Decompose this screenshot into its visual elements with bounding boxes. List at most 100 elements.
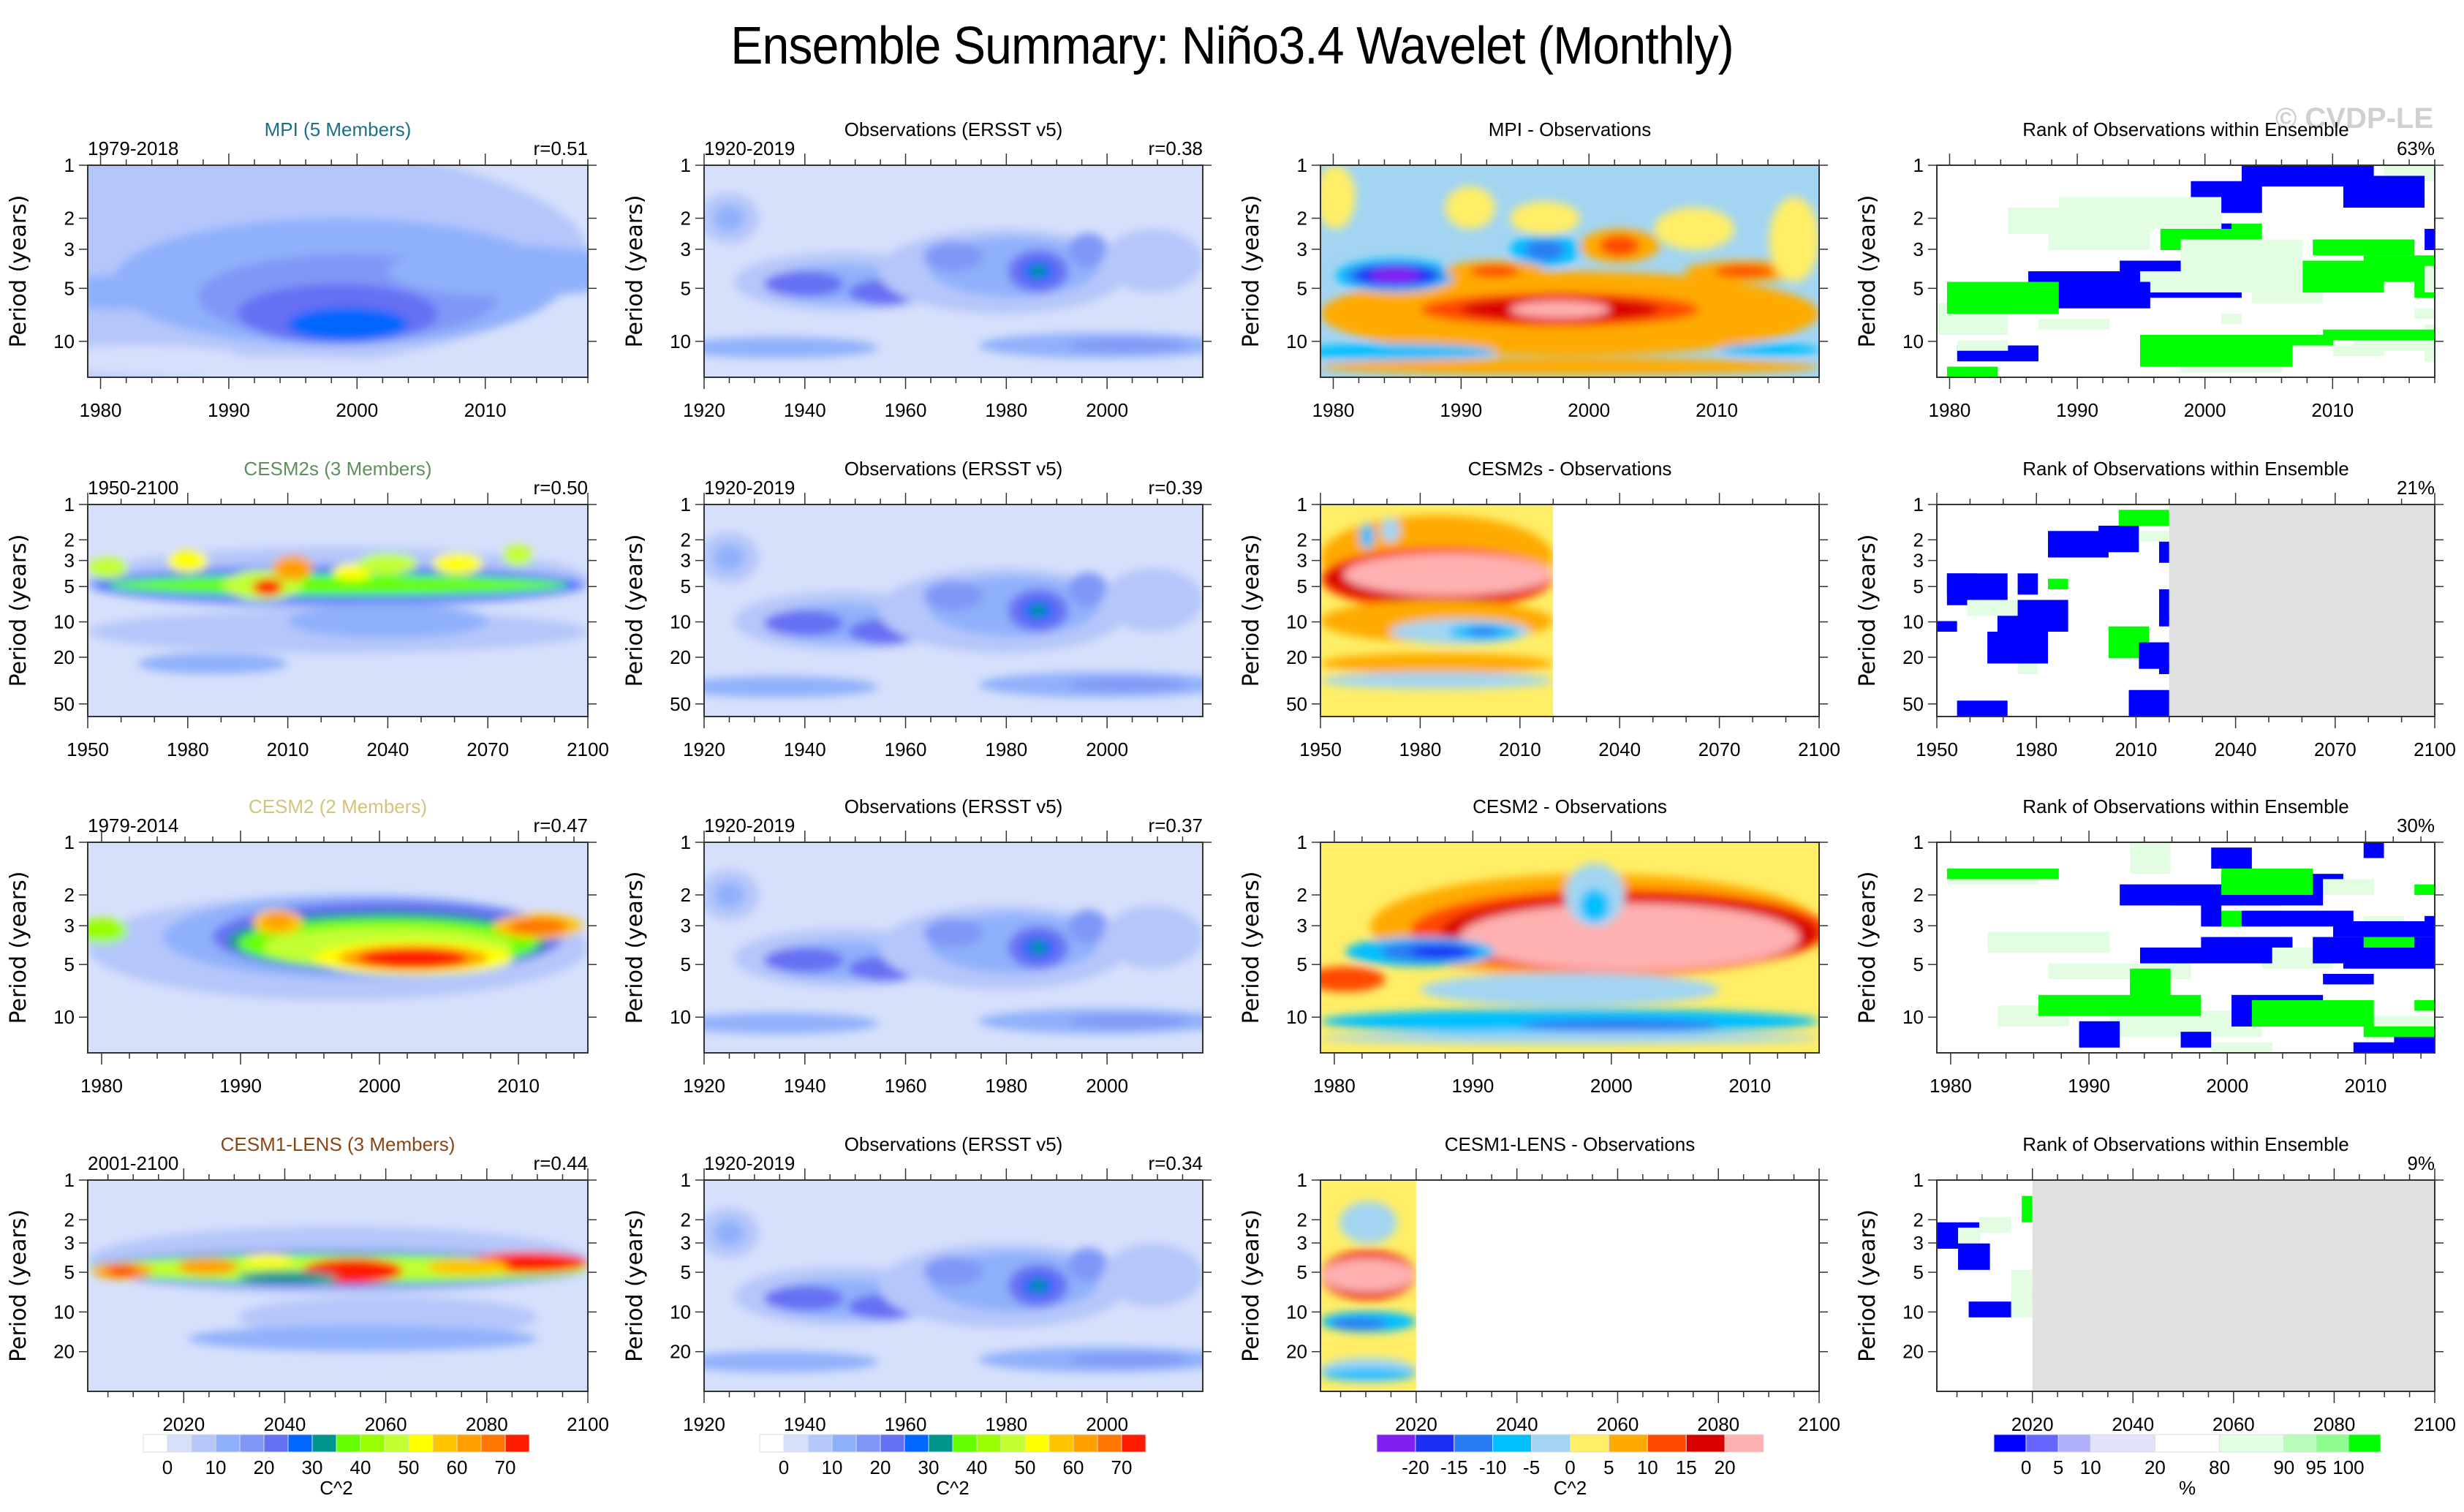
contour-region — [88, 275, 188, 310]
rank-cell — [2363, 1027, 2435, 1037]
x-tick-label: 1960 — [885, 1413, 927, 1435]
y-tick-label: 2 — [1297, 884, 1307, 906]
colorbar-box — [1121, 1434, 1146, 1453]
heatmap-field — [88, 1180, 588, 1391]
panel-title: CESM2s (3 Members) — [243, 458, 431, 480]
contour-region — [252, 578, 283, 596]
colorbar-units: C^2 — [1554, 1477, 1587, 1499]
contour-region — [1370, 267, 1421, 284]
y-tick-label: 2 — [681, 1209, 691, 1231]
y-tick-label: 3 — [681, 238, 691, 260]
x-tick-label: 2080 — [2313, 1413, 2356, 1435]
rank-cell — [1979, 1217, 2011, 1233]
y-tick-label: 3 — [64, 550, 75, 572]
x-tick-label: 1940 — [784, 1075, 826, 1097]
rank-cell — [2158, 541, 2169, 563]
rank-cell — [1958, 1243, 1990, 1270]
colorbar-box — [831, 1434, 857, 1453]
plot-frame — [703, 842, 1203, 1054]
colorbar-tick-label: -20 — [1402, 1456, 1429, 1478]
panel-2-0: 1980 1990 2000 2010 1 2 3 5 10 Period (years) CESM… — [6, 795, 597, 1097]
contour-region — [1599, 235, 1640, 257]
contour-region — [1459, 903, 1799, 971]
plot-frame — [87, 842, 589, 1054]
x-tick-label: 2100 — [2414, 738, 2456, 760]
panel-3-2: 2020 2040 2060 2080 2100 1 23 5 10 20 Period (year… — [1239, 1133, 1840, 1435]
y-axis-label: Period (years) — [622, 194, 648, 347]
x-tick-label: 1980 — [167, 738, 209, 760]
contour-region — [1030, 941, 1046, 954]
colorbar-box — [952, 1434, 978, 1453]
x-tick-label: 2000 — [2206, 1075, 2248, 1097]
contour-region — [763, 1285, 844, 1312]
colorbar-box — [287, 1434, 313, 1453]
x-tick-label: 1920 — [683, 399, 725, 421]
contour-region — [243, 1254, 293, 1267]
contour-region — [1320, 1258, 1416, 1293]
panel-2-2: 1980 1990 2000 2010 1 2 3 5 10 Period (years) CESM… — [1239, 795, 1828, 1097]
heatmap-field — [88, 504, 588, 717]
contour-region — [1510, 300, 1610, 318]
colorbar-box — [2316, 1434, 2349, 1453]
contour-region — [137, 653, 288, 674]
x-tick-label: 2020 — [2011, 1413, 2054, 1435]
y-tick-label: 2 — [1297, 208, 1307, 230]
rank-cell — [2251, 1000, 2374, 1027]
rank-cell — [2038, 994, 2202, 1016]
contour-region — [923, 1256, 983, 1286]
y-tick-label: 5 — [1297, 953, 1307, 975]
colorbar-tick-label: 40 — [967, 1456, 988, 1478]
y-tick-label: 2 — [681, 529, 691, 551]
rank-cell — [1967, 600, 2018, 616]
colorbar-rank: 0 5 10 20 80 90 95 100% — [1993, 1434, 2381, 1499]
contour-region — [1067, 678, 1188, 692]
colorbar-units: C^2 — [936, 1477, 969, 1499]
x-tick-label: 1980 — [80, 1075, 123, 1097]
y-tick-label: 1 — [681, 1169, 691, 1191]
x-tick-label: 2000 — [1086, 738, 1128, 760]
y-tick-label: 3 — [1297, 238, 1307, 260]
rank-cell — [2353, 1042, 2435, 1053]
contour-region — [1380, 517, 1400, 543]
colorbar-box — [1608, 1434, 1648, 1453]
contour-region — [704, 1351, 879, 1372]
rank-cell — [2038, 319, 2110, 330]
rank-cell — [2139, 948, 2272, 964]
colorbar-box — [504, 1434, 530, 1453]
x-tick-label: 2020 — [162, 1413, 205, 1435]
contour-region — [88, 557, 128, 579]
y-tick-label: 5 — [64, 277, 75, 299]
colorbar-box — [191, 1434, 216, 1453]
y-tick-label: 10 — [670, 1006, 691, 1028]
x-tick-label: 1980 — [985, 1075, 1027, 1097]
x-tick-label: 2000 — [1086, 399, 1128, 421]
panel-percent-label: 63% — [2397, 137, 2435, 159]
heatmap-field — [1320, 165, 1819, 377]
colorbar-box — [480, 1434, 506, 1453]
contour-region — [923, 241, 983, 272]
y-tick-label: 20 — [1902, 1341, 1924, 1363]
y-tick-label: 2 — [1913, 1209, 1924, 1231]
contour-region — [923, 581, 983, 611]
colorbar-box — [360, 1434, 385, 1453]
y-tick-label: 20 — [53, 1341, 75, 1363]
no-data-region — [1553, 504, 1819, 717]
colorbar-box — [928, 1434, 953, 1453]
panel-correlation-label: r=0.47 — [534, 814, 588, 836]
rank-cell — [2425, 265, 2435, 292]
x-tick-label: 1940 — [784, 1413, 826, 1435]
y-tick-label: 2 — [64, 529, 75, 551]
rank-cell — [1946, 366, 1998, 377]
x-tick-label: 2060 — [1597, 1413, 1639, 1435]
x-tick-label: 2010 — [2115, 738, 2157, 760]
y-tick-label: 2 — [1297, 1209, 1307, 1231]
colorbar-tick-label: 30 — [302, 1456, 323, 1478]
y-tick-label: 10 — [670, 1301, 691, 1323]
heatmap-field — [88, 165, 588, 377]
rank-cell — [1987, 931, 2110, 953]
x-tick-label: 1990 — [219, 1075, 262, 1097]
contour-region — [358, 948, 468, 969]
contour-region — [262, 912, 293, 929]
contour-region — [1320, 165, 1356, 229]
panel-correlation-label: r=0.38 — [1149, 137, 1203, 159]
